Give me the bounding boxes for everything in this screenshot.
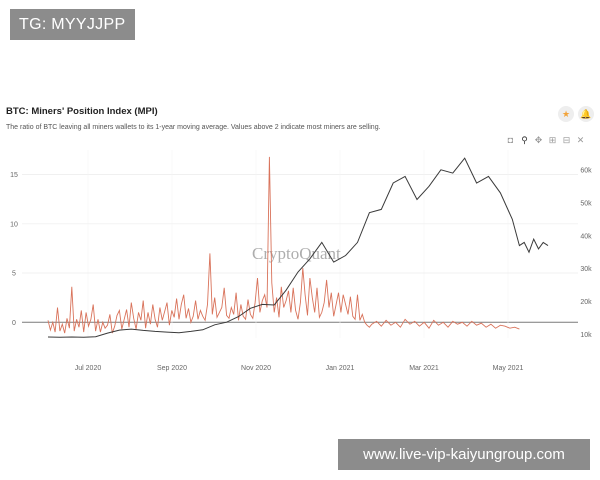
grid-lines [22,150,578,338]
star-icon[interactable]: ★ [558,106,574,122]
x-tick-label: Jul 2020 [75,365,102,372]
left-tick-label: 0 [12,320,16,327]
left-tick-label: 15 [10,172,18,179]
pan-icon[interactable]: ✥ [534,135,543,145]
reset-axes-icon[interactable]: ✕ [576,135,585,145]
watermark-text: CryptoQuant [252,244,341,263]
series-line-mpi [47,156,520,334]
zoom-out-icon[interactable]: ⊟ [562,135,571,145]
zoom-in-icon[interactable]: ⊞ [548,135,557,145]
left-axis: 0 5 10 15 [10,172,18,327]
right-tick-label: 20k [580,299,592,306]
x-tick-label: Jan 2021 [326,365,355,372]
right-tick-label: 10k [580,332,592,339]
right-tick-label: 50k [580,200,592,207]
series-line-price [47,157,549,338]
x-axis: Jul 2020 Sep 2020 Nov 2020 Jan 2021 Mar 2021… [75,365,524,372]
x-tick-label: Sep 2020 [157,365,187,372]
chart-subtitle: The ratio of BTC leaving all miners wall… [6,124,381,131]
right-tick-label: 60k [580,167,592,174]
right-axis: 10k 20k 30k 40k 50k 60k [580,167,592,339]
x-tick-label: Mar 2021 [409,365,439,372]
telegram-badge: TG: MYYJJPP [10,9,135,40]
chart-toolbar: ◘ ⚲ ✥ ⊞ ⊟ ✕ [505,135,586,146]
url-badge: www.live-vip-kaiyungroup.com [338,439,590,470]
x-tick-label: May 2021 [493,365,524,372]
left-tick-label: 10 [10,221,18,228]
bell-icon[interactable]: 🔔 [578,106,594,122]
chart-title: BTC: Miners' Position Index (MPI) [6,106,158,117]
right-tick-label: 40k [580,233,592,240]
right-tick-label: 30k [580,266,592,273]
x-tick-label: Nov 2020 [241,365,271,372]
zoom-icon[interactable]: ⚲ [521,135,528,145]
left-tick-label: 5 [12,271,16,278]
camera-icon[interactable]: ◘ [507,135,514,145]
